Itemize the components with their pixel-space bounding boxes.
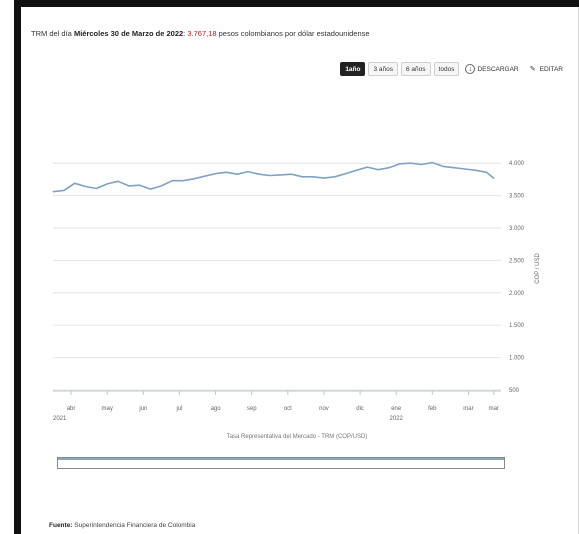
data-point-38 [464,168,466,170]
trm-headline: TRM del día Miércoles 30 de Marzo de 202… [31,29,370,38]
data-point-15 [214,172,217,175]
data-point-35 [431,161,433,164]
data-point-3 [84,185,87,188]
x-tick-label-7: nov [319,406,329,412]
x-tick-label-3: jul [175,406,182,412]
chart-toolbar: 1año 3 años 6 años todos ↓ DESCARGAR ✎ E… [340,61,566,77]
navigator-track [58,458,504,460]
data-point-24 [312,176,314,178]
x-tick-label-6: oct [284,406,292,412]
headline-prefix: TRM del día [31,29,72,38]
range-navigator[interactable] [57,457,505,469]
data-point-28 [355,169,358,171]
source-note: Fuente: Superintendencia Financiera de C… [49,522,195,529]
range-button-1y[interactable]: 1año [340,62,366,76]
data-point-20 [269,174,271,177]
data-point-32 [399,163,401,165]
y-tick-label-5: 3.000 [509,226,525,232]
download-icon: ↓ [465,64,476,74]
edit-button[interactable]: ✎ EDITAR [525,62,566,76]
x-tick-label-5: sep [247,406,257,412]
data-point-4 [95,187,97,190]
data-point-19 [258,173,260,175]
data-point-25 [323,177,325,179]
y-tick-label-6: 3.500 [509,194,525,200]
data-point-40 [485,171,488,173]
data-point-14 [204,175,206,177]
edit-icon: ✎ [529,65,536,73]
x-tick-label-2: jun [138,406,147,412]
x-tick-label-8: dic [356,406,364,412]
range-button-3y[interactable]: 3 años [368,62,399,76]
x-tick-label-10: feb [428,406,437,412]
data-point-29 [366,166,368,168]
data-point-11 [171,180,173,182]
data-point-9 [149,188,152,190]
series-caption: Tasa Representativa del Mercado - TRM (C… [227,434,368,440]
data-point-41 [493,177,495,179]
data-point-12 [182,180,184,182]
x-tick-label-4: ago [211,406,222,412]
x-year-label-1: 2022 [390,416,404,422]
data-point-16 [225,171,228,173]
y-tick-label-0: 500 [509,388,520,394]
trm-line-chart: 500 1.000 1.500 2.000 2.500 3.000 3.500 4.000 CO… [52,161,541,440]
x-tick-label-12: mar [489,406,499,412]
data-point-7 [128,185,130,187]
y-tick-label-1: 1.000 [509,356,525,362]
data-point-8 [139,184,141,186]
x-tick-label-1: may [102,406,113,412]
range-button-6y[interactable]: 6 años [401,62,431,76]
data-point-31 [388,167,390,169]
x-year-label-0: 2021 [53,416,67,422]
data-point-39 [475,169,477,171]
series-line-0 [52,161,495,193]
range-button-all[interactable]: todos [433,62,460,76]
source-label: Fuente: [49,522,73,529]
download-label: DESCARGAR [477,65,519,73]
data-point-36 [442,165,444,168]
data-point-26 [334,176,336,178]
y-tick-label-3: 2.000 [509,291,525,297]
data-point-0 [52,191,54,193]
data-point-22 [290,173,293,175]
data-point-18 [247,171,249,173]
headline-value: 3.767,18 [187,29,217,38]
x-tick-label-9: ene [391,406,402,412]
download-button[interactable]: ↓ DESCARGAR [462,62,521,76]
data-point-23 [301,176,303,178]
edit-label: EDITAR [539,65,563,73]
data-point-10 [160,185,162,187]
headline-suffix: pesos colombianos por dólar estadouniden… [218,29,370,38]
y-tick-label-7: 4.000 [509,161,525,167]
data-point-33 [410,162,412,164]
y-axis-title: COP / USD [535,253,541,284]
data-point-1 [63,189,65,192]
data-point-34 [420,163,423,166]
headline-date: Miércoles 30 de Marzo de 2022 [73,29,184,38]
chart-panel: TRM del día Miércoles 30 de Marzo de 202… [21,7,579,534]
data-point-2 [74,182,76,184]
data-point-37 [453,167,455,169]
left-border-bar [14,0,21,534]
data-point-17 [236,173,238,175]
x-tick-label-0: abr [67,406,76,412]
data-point-5 [106,183,108,185]
data-point-30 [377,169,379,171]
source-text: Superintendencia Financiera de Colombia [74,522,196,529]
data-point-6 [117,180,119,182]
data-point-21 [280,174,282,176]
x-tick-label-11: mar [463,406,473,412]
y-tick-label-4: 2.500 [509,258,525,264]
top-border-bar [14,0,579,7]
data-point-27 [345,172,347,175]
y-tick-label-2: 1.500 [509,323,525,329]
data-point-13 [193,178,195,180]
